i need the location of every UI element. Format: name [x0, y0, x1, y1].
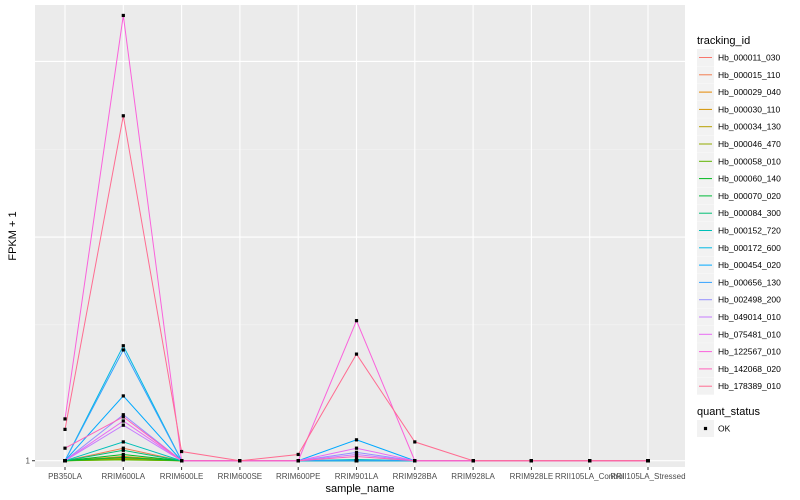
shape-legend-label: OK [718, 424, 731, 434]
shape-legend-title: quant_status [697, 406, 760, 418]
x-axis-title: sample_name [325, 483, 394, 495]
data-point [354, 438, 359, 442]
legend-label: Hb_000046_470 [718, 139, 781, 149]
data-point [354, 319, 359, 323]
data-point [121, 394, 125, 398]
legend-label: Hb_178389_010 [718, 381, 781, 391]
legend-label: Hb_049014_010 [718, 312, 781, 322]
legend-label: Hb_002498_200 [718, 295, 781, 305]
data-point [63, 459, 67, 463]
data-point [646, 459, 650, 463]
legend-label: Hb_000070_020 [718, 191, 781, 201]
data-point [354, 459, 359, 463]
shape-legend-marker [703, 426, 708, 431]
data-point [121, 452, 125, 457]
data-point [121, 344, 125, 348]
shape-legend-items: OK [697, 420, 731, 437]
data-point [354, 352, 359, 356]
legend-label: Hb_000034_130 [718, 122, 781, 132]
data-point [121, 415, 125, 419]
legend-label: Hb_000058_010 [718, 156, 781, 166]
x-tick-label: RRIM928LA [451, 472, 495, 481]
data-point [121, 455, 125, 459]
data-point [354, 450, 359, 454]
legend-label: Hb_000152_720 [718, 226, 781, 236]
data-point [121, 348, 125, 352]
legend-label: Hb_000030_110 [718, 104, 781, 114]
data-point [121, 423, 125, 427]
data-point [354, 452, 359, 457]
data-point [121, 114, 125, 118]
data-point [588, 459, 592, 463]
x-tick-label: RRIM928BA [393, 472, 438, 481]
x-tick-label: RRIM600SE [218, 472, 262, 481]
data-point [471, 459, 475, 463]
x-axis-ticks: PB350LA RRIM600LA RRIM600LE RRIM600SE RRIM60… [48, 467, 686, 481]
data-point [121, 440, 125, 444]
data-point [63, 427, 67, 431]
data-point [63, 417, 67, 421]
data-point [121, 458, 125, 462]
data-point [238, 459, 242, 463]
x-tick-label: RRIM600LE [160, 472, 204, 481]
y-axis-title: FPKM + 1 [7, 211, 19, 260]
legend-label: Hb_000172_600 [718, 243, 781, 253]
x-tick-label: RRIM600PE [276, 472, 320, 481]
plot-panel [35, 5, 685, 467]
data-point [296, 452, 300, 457]
x-tick-label: RRIM901LA [335, 472, 379, 481]
data-point [354, 446, 359, 450]
legend-label: Hb_000060_140 [718, 174, 781, 184]
legend-label: Hb_075481_010 [718, 329, 781, 339]
x-tick-label: RRIM600LA [102, 472, 146, 481]
grid-major [35, 5, 685, 467]
legend-label: Hb_000011_030 [718, 53, 781, 63]
legend-label: Hb_000084_300 [718, 208, 781, 218]
legend-label: Hb_000454_020 [718, 260, 781, 270]
grid-minor [35, 148, 685, 326]
data-point [529, 459, 533, 463]
data-point [413, 440, 417, 444]
data-point [121, 419, 125, 423]
legend: tracking_id Hb_000011_030Hb_000015_110Hb… [697, 35, 781, 437]
data-point [121, 13, 125, 18]
x-tick-label: PB350LA [48, 472, 82, 481]
x-tick-label: RRII105LA_Stressed [610, 472, 685, 481]
y-tick-label: 1 [26, 457, 31, 466]
legend-label: Hb_142068_020 [718, 364, 781, 374]
data-point [180, 449, 184, 454]
legend-label: Hb_000015_110 [718, 70, 781, 80]
y-axis-ticks: 1 [26, 457, 35, 466]
x-tick-label: RRIM928LE [510, 472, 554, 481]
data-point [63, 446, 67, 450]
data-point [121, 413, 125, 417]
data-point [121, 448, 125, 452]
series-points [63, 13, 650, 463]
legend-title: tracking_id [697, 35, 750, 47]
data-point [413, 459, 417, 463]
legend-items: Hb_000011_030 Hb_000015_110 Hb_000029_040 H… [697, 49, 781, 395]
x-tick-label: RRII105LA_Control [555, 472, 625, 481]
data-point [296, 459, 300, 463]
legend-label: Hb_000656_130 [718, 277, 781, 287]
legend-label: Hb_122567_010 [718, 347, 781, 357]
data-point [121, 446, 125, 450]
data-point [354, 454, 359, 459]
legend-label: Hb_000029_040 [718, 87, 781, 97]
data-point [180, 459, 184, 463]
